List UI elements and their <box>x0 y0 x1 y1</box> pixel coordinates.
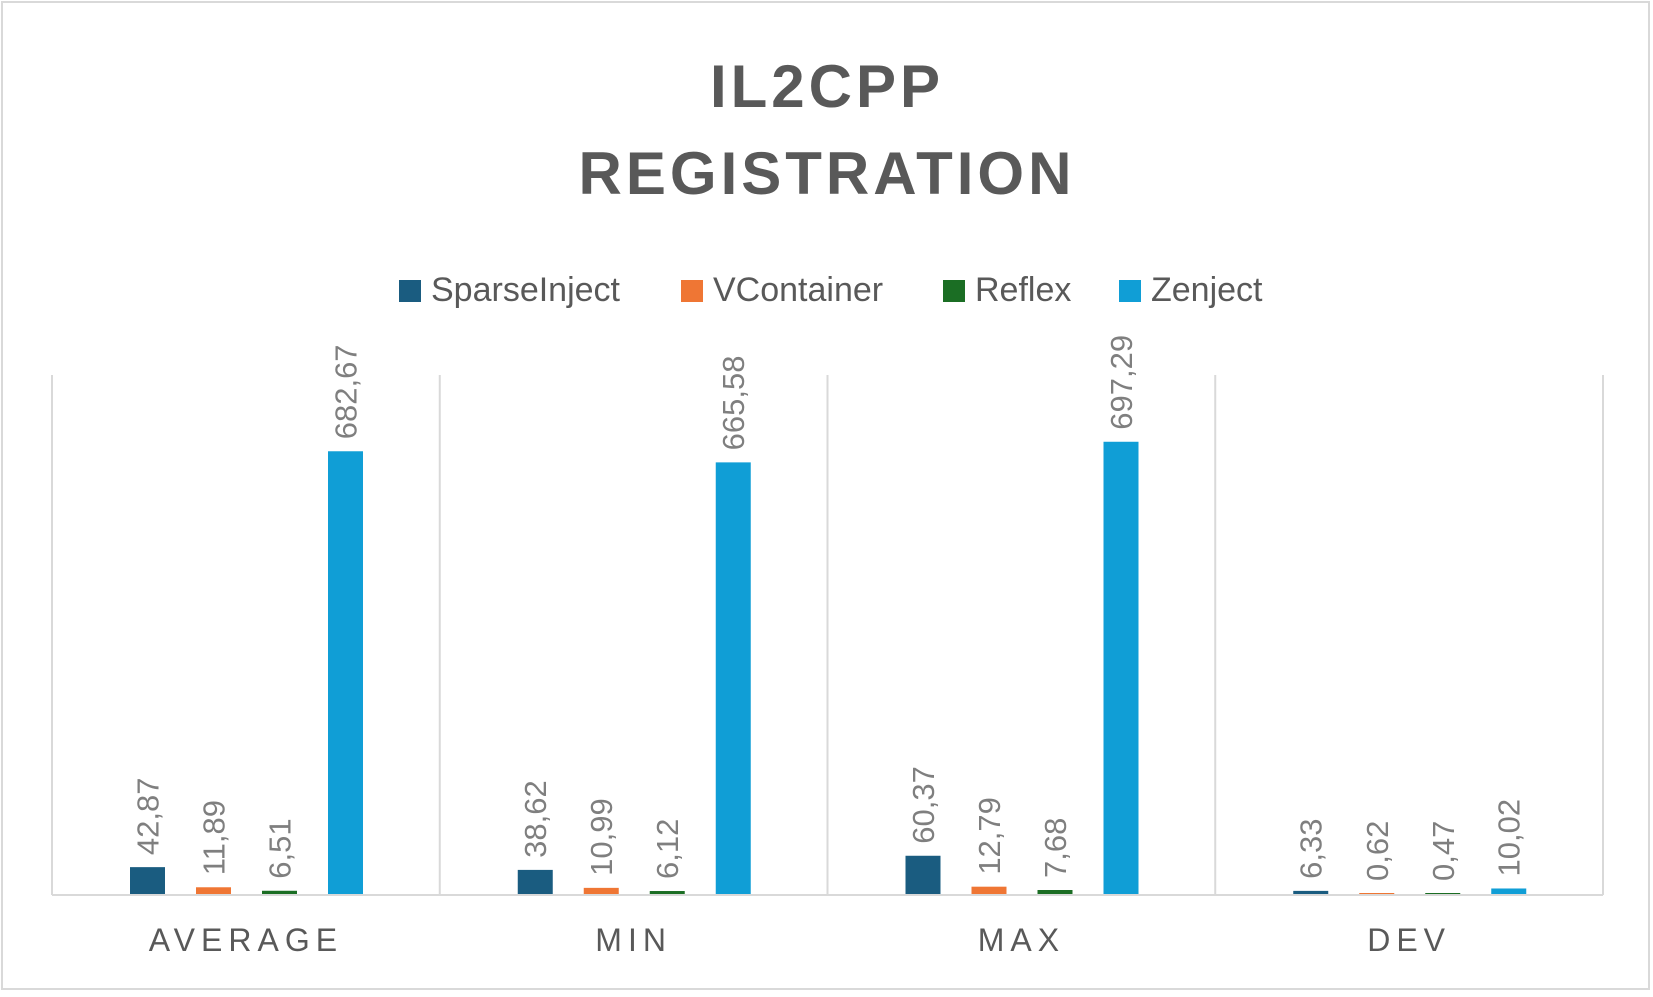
x-tick-label-min: MIN <box>595 922 672 958</box>
bar-zenject-max <box>1103 441 1139 895</box>
x-tick-label-dev: DEV <box>1367 922 1451 958</box>
data-label-zenject-dev: 10,02 <box>1492 799 1527 877</box>
bar-vcontainer-min <box>583 887 619 895</box>
bar-vcontainer-max <box>971 886 1007 895</box>
bar-series <box>130 441 1527 895</box>
bar-sparseinject-min <box>517 869 553 895</box>
data-label-reflex-dev: 0,47 <box>1426 821 1461 881</box>
legend-swatch-vcontainer <box>681 280 703 302</box>
bar-chart: IL2CPP REGISTRATION SparseInject VContain… <box>51 53 1604 958</box>
x-tick-label-max: MAX <box>978 922 1065 958</box>
bar-zenject-min <box>715 462 751 895</box>
bar-zenject-dev <box>1491 888 1527 895</box>
bar-sparseinject-max <box>905 855 941 895</box>
data-label-vcontainer-average: 11,89 <box>197 800 232 875</box>
legend-swatch-zenject <box>1119 280 1141 302</box>
bar-reflex-min <box>649 891 685 895</box>
data-label-sparseinject-max: 60,37 <box>906 766 941 844</box>
bar-reflex-max <box>1037 890 1073 895</box>
bar-zenject-average <box>328 451 363 895</box>
legend-swatch-reflex <box>943 280 965 302</box>
legend-label-vcontainer: VContainer <box>713 271 883 309</box>
data-label-vcontainer-min: 10,99 <box>584 798 619 876</box>
data-label-sparseinject-dev: 6,33 <box>1294 819 1329 879</box>
data-labels: 42,87 11,89 6,51 682,67 38,62 10,99 6,12 665,58… <box>131 335 1527 881</box>
legend-swatch-sparseinject <box>399 280 421 302</box>
data-label-reflex-max: 7,68 <box>1038 818 1073 878</box>
x-tick-label-average: AVERAGE <box>149 922 343 958</box>
chart-title-line-1: IL2CPP <box>710 53 944 120</box>
data-label-zenject-max: 697,29 <box>1104 335 1139 430</box>
data-label-sparseinject-average: 42,87 <box>131 778 166 856</box>
data-label-zenject-average: 682,67 <box>329 344 364 439</box>
legend-label-reflex: Reflex <box>975 271 1071 309</box>
legend-label-zenject: Zenject <box>1151 271 1263 309</box>
chart-title-line-2: REGISTRATION <box>579 140 1076 207</box>
data-label-reflex-average: 6,51 <box>263 818 298 878</box>
data-label-vcontainer-dev: 0,62 <box>1360 821 1395 881</box>
bar-sparseinject-dev <box>1293 890 1329 895</box>
bar-sparseinject-average <box>130 867 165 895</box>
legend-label-sparseinject: SparseInject <box>431 271 621 309</box>
bar-vcontainer-average <box>196 887 231 895</box>
bar-reflex-average <box>262 890 297 895</box>
x-axis-tick-labels: AVERAGE MIN MAX DEV <box>149 922 1451 958</box>
legend: SparseInject VContainer Reflex Zenject <box>399 271 1263 309</box>
data-label-sparseinject-min: 38,62 <box>518 780 553 858</box>
data-label-zenject-min: 665,58 <box>716 356 751 451</box>
data-label-vcontainer-max: 12,79 <box>972 797 1007 875</box>
data-label-reflex-min: 6,12 <box>650 819 685 879</box>
category-separators <box>51 375 1604 895</box>
